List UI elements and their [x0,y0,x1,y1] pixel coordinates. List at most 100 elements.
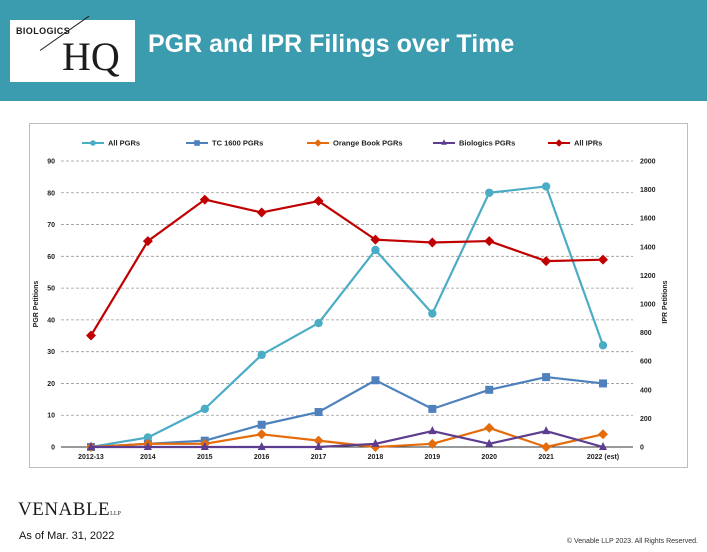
data-point-all-pgrs [485,188,494,197]
y2-tick-label: 0 [640,445,644,452]
y-tick-label: 20 [47,381,55,388]
y-tick-label: 90 [47,159,55,166]
data-point-all-iprs [370,234,381,245]
data-point-all-iprs [598,254,608,265]
y2-tick-label: 400 [640,387,652,394]
y2-tick-label: 200 [640,416,652,423]
logo-big-text: HQ [62,34,120,79]
data-point-all-iprs [256,207,267,218]
biologics-hq-logo: BIOLOGICS HQ [10,15,135,82]
data-point-tc1600-pgrs [542,373,551,382]
y2-tick-label: 1200 [640,273,656,280]
y2-tick-label: 1800 [640,187,656,194]
data-point-orange-book-pgrs [313,435,324,446]
legend-label: All IPRs [574,139,602,148]
y-tick-label: 50 [47,286,55,293]
data-point-tc1600-pgrs [314,408,323,417]
data-point-tc1600-pgrs [599,379,607,388]
data-point-all-iprs [313,196,324,207]
y2-tick-label: 600 [640,359,652,366]
data-point-biologics-pgrs [87,442,95,450]
y2-tick-label: 1000 [640,302,656,309]
y2-tick-label: 800 [640,330,652,337]
data-point-tc1600-pgrs [257,420,266,429]
as-of-date: As of Mar. 31, 2022 [19,530,115,542]
chart-frame [29,123,688,468]
data-point-orange-book-pgrs [484,422,495,433]
data-point-biologics-pgrs [599,442,607,450]
data-point-orange-book-pgrs [598,429,608,440]
data-point-all-iprs [484,236,495,247]
x-tick-label: 2018 [368,454,384,461]
data-point-all-pgrs [200,404,209,414]
data-point-all-iprs [199,194,210,205]
venable-logo-suffix: LLP [110,511,121,517]
data-point-tc1600-pgrs [428,404,437,413]
legend-label: Biologics PGRs [459,139,515,148]
series-line-all-iprs [90,198,604,337]
series-line-all-pgrs [90,185,605,449]
series-line-orange-book-pgrs [90,426,604,449]
y2-tick-label: 2000 [640,159,656,166]
y-tick-label: 40 [47,317,55,324]
y-tick-label: 60 [47,254,55,261]
legend-marker [555,139,563,147]
data-point-all-iprs [142,236,153,247]
y2-tick-label: 1400 [640,244,656,251]
x-tick-label: 2022 (est) [587,454,619,461]
data-point-tc1600-pgrs [371,376,380,385]
legend-marker [90,140,96,146]
x-tick-label: 2015 [197,454,213,461]
x-tick-label: 2020 [481,454,497,461]
x-tick-label: 2019 [425,454,441,461]
y-tick-label: 30 [47,349,55,356]
x-tick-label: 2014 [140,454,156,461]
data-point-all-pgrs [371,245,380,255]
data-point-biologics-pgrs [371,438,380,447]
y-axis-title: PGR Petitions [33,281,40,328]
legend-marker [314,139,322,147]
data-point-biologics-pgrs [257,442,266,450]
data-point-all-pgrs [428,309,437,318]
data-point-all-pgrs [314,318,323,328]
slide-title: PGR and IPR Filings over Time [148,30,515,58]
data-point-all-pgrs [541,182,551,191]
data-point-all-iprs [541,256,552,267]
legend-marker [194,140,200,146]
data-point-orange-book-pgrs [427,438,438,449]
data-point-orange-book-pgrs [541,442,552,452]
x-tick-label: 2012-13 [78,454,104,461]
data-point-biologics-pgrs [428,426,437,435]
venable-logo-text: VENABLE [18,499,111,520]
series-line-tc1600-pgrs [90,375,604,449]
data-point-all-pgrs [143,433,153,442]
legend-marker [441,139,447,145]
legend-label: Orange Book PGRs [333,139,403,148]
y-tick-label: 0 [51,445,55,452]
y-tick-label: 10 [47,413,55,420]
y2-axis-title: IPR Petitions [662,280,669,323]
logo-small-text: BIOLOGICS [16,26,71,36]
y-tick-label: 80 [47,190,55,197]
legend-label: All PGRs [108,139,140,148]
data-point-all-pgrs [257,350,266,360]
x-tick-label: 2016 [254,454,270,461]
data-point-biologics-pgrs [542,426,551,435]
copyright-notice: © Venable LLP 2023. All Rights Reserved. [566,538,698,545]
data-point-all-iprs [86,330,96,341]
y-tick-label: 70 [47,222,55,229]
data-point-biologics-pgrs [485,438,494,447]
data-point-orange-book-pgrs [256,429,267,440]
data-point-tc1600-pgrs [485,385,494,394]
series-line-biologics-pgrs [91,430,604,449]
data-point-all-pgrs [598,341,608,350]
y2-tick-label: 1600 [640,216,656,223]
venable-logo: VENABLELLP [18,499,121,521]
data-point-biologics-pgrs [314,442,323,450]
data-point-biologics-pgrs [200,442,209,450]
legend-label: TC 1600 PGRs [212,139,263,148]
data-point-biologics-pgrs [143,442,152,450]
x-tick-label: 2017 [311,454,327,461]
x-tick-label: 2021 [538,454,554,461]
